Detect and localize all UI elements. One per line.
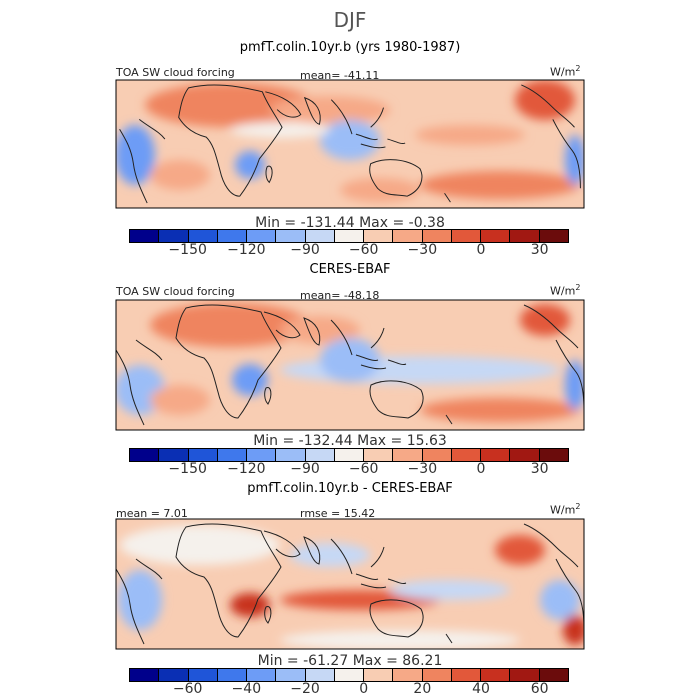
- colorbar-swatch: [510, 669, 540, 681]
- panel1-colorbar: [129, 229, 569, 243]
- panel2-units: W/m2: [550, 283, 581, 298]
- panel1-units: W/m2: [550, 64, 581, 79]
- colorbar-swatch: [159, 230, 189, 242]
- colorbar-swatch: [481, 230, 511, 242]
- colorbar-swatch: [422, 669, 452, 681]
- colorbar-swatch: [539, 669, 568, 681]
- colorbar-tick-label: 30: [530, 242, 549, 258]
- panel1-title: pmfT.colin.10yr.b (yrs 1980-1987): [239, 40, 461, 55]
- colorbar-swatch: [364, 449, 394, 461]
- colorbar-swatch: [481, 669, 511, 681]
- colorbar-swatch: [510, 449, 540, 461]
- colorbar-tick-label: −90: [290, 242, 320, 258]
- colorbar-swatch: [305, 669, 335, 681]
- colorbar-swatch: [539, 230, 568, 242]
- colorbar-tick-label: 20: [413, 681, 432, 697]
- colorbar-swatch: [276, 449, 306, 461]
- colorbar-tick-label: 40: [472, 681, 490, 697]
- colorbar-swatch: [130, 669, 160, 681]
- panel2-colorbar: [129, 448, 569, 462]
- colorbar-tick-label: −60: [348, 242, 379, 258]
- colorbar-tick-label: −30: [407, 242, 438, 258]
- panel1-minmax: Min = -131.44 Max = -0.38: [255, 215, 445, 231]
- panel1-map: [116, 80, 584, 208]
- colorbar-tick-label: 60: [530, 681, 549, 697]
- panel2-minmax: Min = -132.44 Max = 15.63: [253, 433, 447, 449]
- colorbar-swatch: [364, 230, 394, 242]
- panel2-map: [116, 300, 584, 430]
- panel3-rmse-label: rmse = 15.42: [300, 507, 376, 520]
- panel3-frame: [115, 518, 585, 650]
- panel2-variable-label: TOA SW cloud forcing: [116, 285, 235, 298]
- panel3-units: W/m2: [550, 502, 581, 517]
- colorbar-swatch: [334, 669, 365, 681]
- colorbar-tick-label: −90: [290, 461, 320, 477]
- colorbar-swatch: [188, 449, 218, 461]
- colorbar-swatch: [305, 449, 335, 461]
- colorbar-tick-label: −60: [348, 461, 379, 477]
- colorbar-tick-label: −30: [407, 461, 438, 477]
- colorbar-tick-label: −20: [290, 681, 320, 697]
- page-title: DJF: [333, 8, 367, 32]
- colorbar-swatch: [247, 449, 277, 461]
- colorbar-tick-label: −40: [231, 681, 262, 697]
- panel3-colorbar: [129, 668, 569, 682]
- colorbar-swatch: [247, 230, 277, 242]
- colorbar-swatch: [247, 669, 277, 681]
- panel2-title: CERES-EBAF: [309, 262, 391, 277]
- colorbar-swatch: [305, 230, 335, 242]
- colorbar-swatch: [217, 230, 248, 242]
- colorbar-swatch: [364, 669, 394, 681]
- panel1-variable-label: TOA SW cloud forcing: [116, 66, 235, 79]
- colorbar-tick-label: −120: [227, 242, 266, 258]
- colorbar-swatch: [159, 669, 189, 681]
- colorbar-swatch: [276, 230, 306, 242]
- colorbar-swatch: [334, 230, 365, 242]
- colorbar-tick-label: −150: [168, 461, 207, 477]
- colorbar-tick-label: 0: [476, 461, 486, 477]
- panel2-mean-label: mean= -48.18: [300, 289, 380, 302]
- colorbar-swatch: [510, 230, 540, 242]
- colorbar-tick-label: 30: [530, 461, 549, 477]
- colorbar-swatch: [130, 449, 160, 461]
- colorbar-swatch: [451, 449, 482, 461]
- colorbar-swatch: [276, 669, 306, 681]
- colorbar-swatch: [393, 669, 423, 681]
- colorbar-swatch: [188, 230, 218, 242]
- colorbar-swatch: [451, 669, 482, 681]
- colorbar-swatch: [217, 669, 248, 681]
- panel3-map: [116, 519, 584, 649]
- colorbar-tick-label: 0: [359, 681, 369, 697]
- colorbar-swatch: [481, 449, 511, 461]
- colorbar-tick-label: −120: [227, 461, 266, 477]
- colorbar-swatch: [130, 230, 160, 242]
- colorbar-tick-label: 0: [476, 242, 486, 258]
- colorbar-swatch: [334, 449, 365, 461]
- panel2-frame: [115, 299, 585, 431]
- colorbar-swatch: [393, 449, 423, 461]
- panel1-mean-label: mean= -41.11: [300, 69, 380, 82]
- panel3-minmax: Min = -61.27 Max = 86.21: [257, 653, 443, 669]
- colorbar-swatch: [451, 230, 482, 242]
- panel3-title: pmfT.colin.10yr.b - CERES-EBAF: [247, 481, 453, 496]
- colorbar-tick-label: −150: [168, 242, 207, 258]
- colorbar-swatch: [393, 230, 423, 242]
- colorbar-swatch: [188, 669, 218, 681]
- colorbar-swatch: [217, 449, 248, 461]
- colorbar-swatch: [422, 230, 452, 242]
- panel3-mean-label: mean = 7.01: [116, 507, 188, 520]
- colorbar-swatch: [422, 449, 452, 461]
- colorbar-tick-label: −60: [172, 681, 203, 697]
- colorbar-swatch: [159, 449, 189, 461]
- panel1-frame: [115, 79, 585, 209]
- colorbar-swatch: [539, 449, 568, 461]
